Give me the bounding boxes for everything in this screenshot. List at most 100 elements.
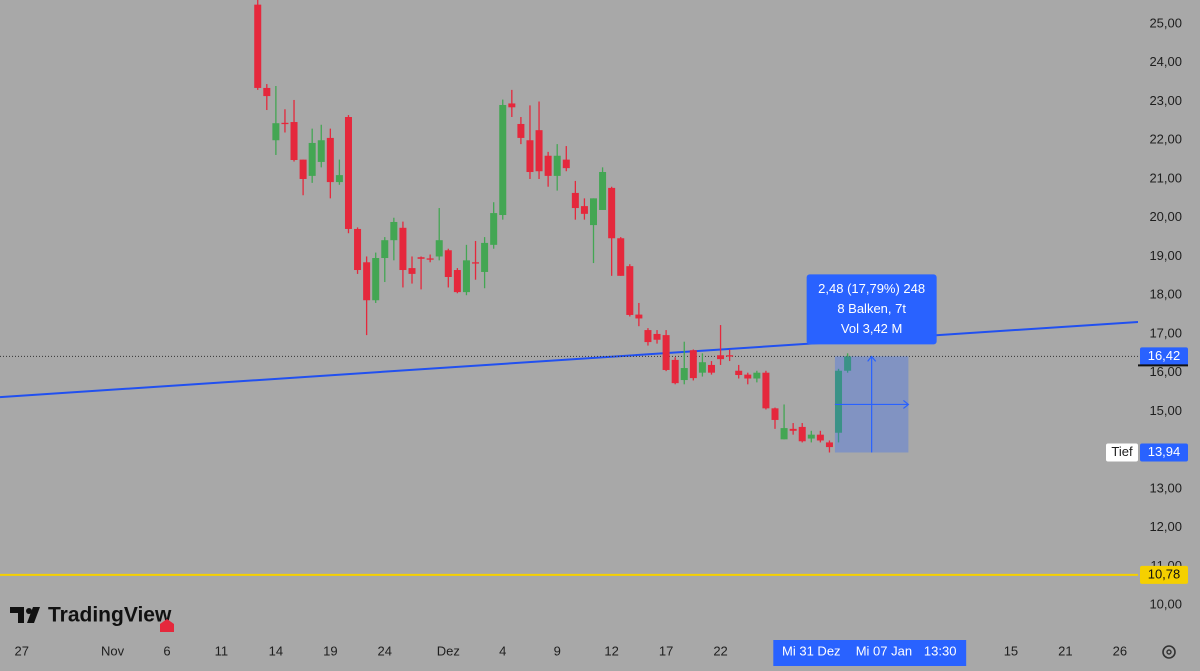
candle-body xyxy=(798,426,806,442)
candle-body xyxy=(626,266,634,315)
candle-body xyxy=(726,355,734,357)
candle-body xyxy=(816,434,824,441)
candle-body xyxy=(717,355,725,360)
candle-body xyxy=(635,314,643,319)
candle-body xyxy=(762,372,770,409)
selection-tick-label: Mi 31 Dez xyxy=(782,643,841,658)
candle-body xyxy=(481,242,489,272)
logo-badge xyxy=(160,619,174,632)
x-tick-label: 9 xyxy=(554,643,561,658)
low-name: Tief xyxy=(1111,444,1133,459)
candle-body xyxy=(399,227,407,271)
candle-body xyxy=(753,372,761,379)
y-tick-label: 13,00 xyxy=(1149,480,1182,495)
candle-body xyxy=(281,122,289,125)
selection-tick-label: 13:30 xyxy=(924,643,957,658)
candle-body xyxy=(444,250,452,277)
measure-tooltip-text: 2,48 (17,79%) 248 xyxy=(818,281,925,296)
x-tick-label: 11 xyxy=(215,643,229,658)
candle-body xyxy=(290,122,298,160)
candle-body xyxy=(698,362,706,373)
candle-body xyxy=(381,240,389,259)
candle-body xyxy=(508,103,516,108)
y-tick-label: 17,00 xyxy=(1149,325,1182,340)
candle-body xyxy=(372,258,380,301)
candle-body xyxy=(263,87,271,97)
candle-body xyxy=(453,270,461,293)
settings-icon[interactable] xyxy=(1162,645,1176,659)
candle-body xyxy=(644,330,652,343)
candle-body xyxy=(408,268,416,274)
plot-area xyxy=(0,0,1138,576)
measure-tooltip-text: 8 Balken, 7t xyxy=(837,301,906,316)
x-tick-label: 14 xyxy=(269,643,283,658)
hline-label-box xyxy=(1140,565,1188,584)
y-tick-label: 22,00 xyxy=(1149,132,1182,147)
candle-body xyxy=(472,262,480,264)
candle-body xyxy=(426,258,434,260)
y-tick-label: 18,00 xyxy=(1149,287,1182,302)
x-tick-label: 4 xyxy=(499,643,506,658)
x-tick-label: 17 xyxy=(659,643,673,658)
selection-tick-label: Mi 07 Jan xyxy=(856,643,912,658)
candle-body xyxy=(308,142,316,176)
candle-body xyxy=(671,359,679,384)
candle-body xyxy=(707,364,715,373)
selection-range-highlight xyxy=(773,640,967,666)
candle-body xyxy=(299,159,307,179)
low-name-box xyxy=(1106,443,1138,462)
x-tick-label: 27 xyxy=(15,643,29,658)
candle-body xyxy=(344,116,352,229)
candle-body xyxy=(390,221,398,241)
y-tick-label: 23,00 xyxy=(1149,93,1182,108)
y-tick-label: 10,00 xyxy=(1149,597,1182,612)
x-tick-label: 22 xyxy=(713,643,727,658)
candle-body xyxy=(272,123,280,141)
candle-body xyxy=(363,262,371,301)
y-tick-label: 24,00 xyxy=(1149,54,1182,69)
candle-body xyxy=(417,257,425,259)
candle-body xyxy=(599,172,607,210)
last-price-label: 16,42 xyxy=(1148,348,1181,363)
low-label-box xyxy=(1140,443,1188,462)
y-tick-label: 19,00 xyxy=(1149,248,1182,263)
candle-body xyxy=(562,159,570,169)
measure-tooltip xyxy=(806,274,937,345)
x-tick-label: 6 xyxy=(163,643,170,658)
x-tick-label: 24 xyxy=(378,643,392,658)
y-tick-label: 21,00 xyxy=(1149,170,1182,185)
x-tick-label: 12 xyxy=(604,643,618,658)
trend-line xyxy=(0,320,1138,399)
candle-body xyxy=(326,137,334,183)
candle-body xyxy=(807,434,815,439)
candle-body xyxy=(490,213,498,245)
candle-body xyxy=(653,333,661,340)
candle-body xyxy=(771,408,779,420)
candle-body xyxy=(517,123,525,138)
candle-body xyxy=(544,155,552,176)
x-tick-label: Dez xyxy=(437,643,460,658)
candle-body xyxy=(844,356,852,371)
candle-body xyxy=(835,370,843,433)
candle-body xyxy=(590,198,598,226)
y-tick-label: 12,00 xyxy=(1149,519,1182,534)
x-tick-label: 21 xyxy=(1058,643,1072,658)
x-tick-label: 15 xyxy=(1004,643,1018,658)
x-tick-label: Nov xyxy=(101,643,125,658)
y-tick-label: 15,00 xyxy=(1149,403,1182,418)
candle-body xyxy=(499,104,507,216)
candle-body xyxy=(435,240,443,257)
candle-body xyxy=(617,238,625,276)
candle-body xyxy=(335,175,343,183)
y-tick-label: 16,00 xyxy=(1149,364,1182,379)
candle-body xyxy=(317,140,325,162)
candle-body xyxy=(680,368,688,381)
candle-body xyxy=(526,140,534,173)
settings-icon-center[interactable] xyxy=(1166,649,1172,655)
candle-body xyxy=(354,228,362,271)
settings-button[interactable] xyxy=(1162,645,1176,659)
